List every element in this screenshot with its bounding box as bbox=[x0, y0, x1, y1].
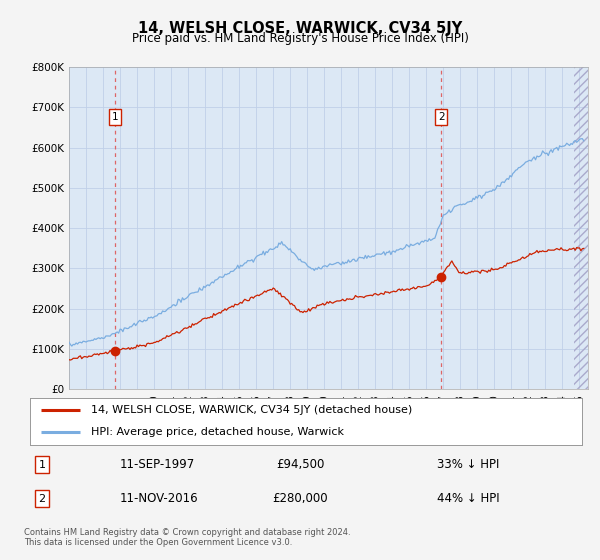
Text: HPI: Average price, detached house, Warwick: HPI: Average price, detached house, Warw… bbox=[91, 427, 344, 437]
Text: 1: 1 bbox=[38, 460, 46, 470]
Text: £280,000: £280,000 bbox=[272, 492, 328, 505]
Text: 14, WELSH CLOSE, WARWICK, CV34 5JY: 14, WELSH CLOSE, WARWICK, CV34 5JY bbox=[138, 21, 462, 36]
Text: 44% ↓ HPI: 44% ↓ HPI bbox=[437, 492, 499, 505]
Text: Contains HM Land Registry data © Crown copyright and database right 2024.
This d: Contains HM Land Registry data © Crown c… bbox=[24, 528, 350, 547]
Text: 33% ↓ HPI: 33% ↓ HPI bbox=[437, 458, 499, 471]
Bar bbox=[574, 67, 588, 389]
Text: Price paid vs. HM Land Registry's House Price Index (HPI): Price paid vs. HM Land Registry's House … bbox=[131, 32, 469, 45]
Text: 2: 2 bbox=[38, 494, 46, 503]
Text: 11-NOV-2016: 11-NOV-2016 bbox=[120, 492, 199, 505]
Text: 2: 2 bbox=[438, 112, 445, 122]
Text: 1: 1 bbox=[112, 112, 118, 122]
Text: 14, WELSH CLOSE, WARWICK, CV34 5JY (detached house): 14, WELSH CLOSE, WARWICK, CV34 5JY (deta… bbox=[91, 405, 412, 416]
Text: 11-SEP-1997: 11-SEP-1997 bbox=[120, 458, 195, 471]
Text: £94,500: £94,500 bbox=[276, 458, 324, 471]
